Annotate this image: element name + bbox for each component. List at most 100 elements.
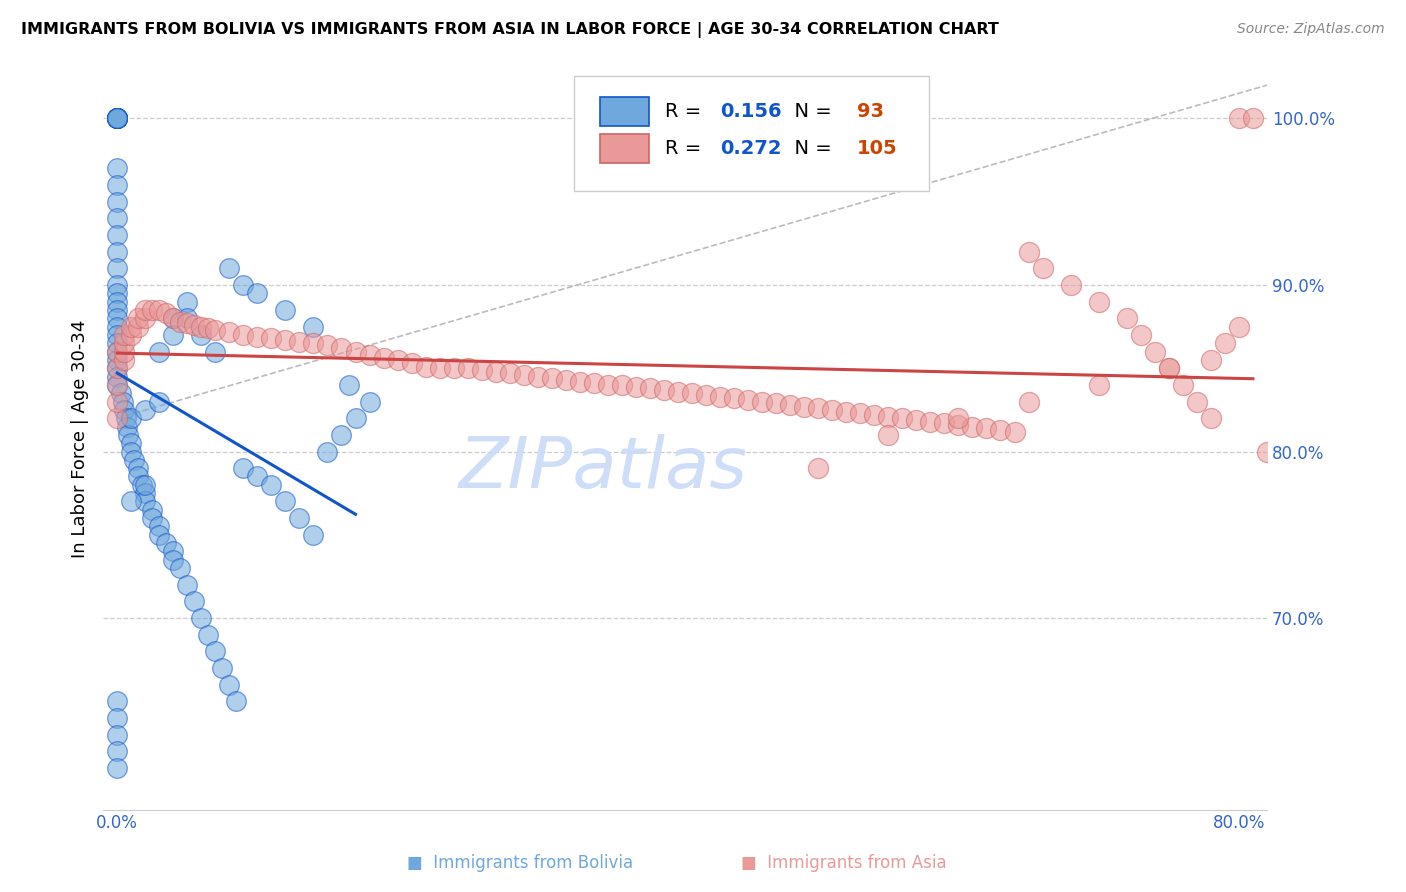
Point bbox=[232, 278, 254, 293]
Text: ■  Immigrants from Bolivia: ■ Immigrants from Bolivia bbox=[408, 855, 633, 872]
Point bbox=[105, 378, 128, 392]
Point bbox=[190, 328, 212, 343]
Point bbox=[122, 453, 145, 467]
Text: N =: N = bbox=[782, 102, 838, 121]
Point bbox=[1157, 361, 1180, 376]
Point bbox=[863, 408, 886, 422]
Point bbox=[127, 469, 149, 483]
Point bbox=[681, 386, 703, 401]
Point bbox=[359, 348, 381, 362]
Point bbox=[105, 286, 128, 301]
Point bbox=[183, 594, 205, 608]
Text: R =: R = bbox=[665, 139, 707, 158]
Point bbox=[218, 678, 240, 692]
Point bbox=[105, 328, 128, 343]
Point bbox=[877, 428, 900, 442]
Point bbox=[127, 319, 149, 334]
Point bbox=[1157, 361, 1180, 376]
Point bbox=[765, 396, 787, 410]
Point bbox=[387, 353, 409, 368]
Point bbox=[105, 261, 128, 276]
Point bbox=[105, 112, 128, 126]
Point bbox=[105, 112, 128, 126]
Point bbox=[1059, 278, 1081, 293]
Point bbox=[112, 336, 135, 351]
Point bbox=[105, 411, 128, 425]
Point bbox=[169, 315, 191, 329]
Point bbox=[190, 319, 212, 334]
Point bbox=[652, 383, 675, 397]
Text: Source: ZipAtlas.com: Source: ZipAtlas.com bbox=[1237, 22, 1385, 37]
Point bbox=[134, 486, 156, 500]
Point bbox=[105, 278, 128, 293]
FancyBboxPatch shape bbox=[600, 134, 650, 163]
Point bbox=[976, 421, 998, 435]
Point bbox=[905, 413, 928, 427]
Text: R =: R = bbox=[665, 102, 707, 121]
Point bbox=[105, 194, 128, 209]
FancyBboxPatch shape bbox=[600, 96, 650, 127]
Text: ■  Immigrants from Asia: ■ Immigrants from Asia bbox=[741, 855, 946, 872]
Point bbox=[1171, 378, 1194, 392]
Point bbox=[1129, 328, 1152, 343]
Point bbox=[105, 694, 128, 708]
Point bbox=[709, 390, 731, 404]
Point bbox=[134, 494, 156, 508]
Point bbox=[232, 328, 254, 343]
Point bbox=[1199, 353, 1222, 368]
Point bbox=[105, 112, 128, 126]
Point bbox=[695, 388, 717, 402]
Point bbox=[1087, 294, 1109, 309]
Point bbox=[274, 333, 297, 347]
Point bbox=[105, 112, 128, 126]
Point bbox=[105, 344, 128, 359]
Point bbox=[610, 378, 633, 392]
Point bbox=[176, 316, 198, 330]
Point bbox=[920, 415, 942, 429]
Point bbox=[1087, 378, 1109, 392]
Point bbox=[105, 761, 128, 775]
Point bbox=[155, 306, 177, 320]
Text: 0.272: 0.272 bbox=[720, 139, 782, 158]
Point bbox=[666, 384, 689, 399]
Point bbox=[751, 394, 773, 409]
Point bbox=[134, 303, 156, 318]
Point bbox=[105, 178, 128, 192]
Point bbox=[105, 244, 128, 259]
Point bbox=[948, 411, 970, 425]
Point bbox=[162, 544, 184, 558]
Point bbox=[169, 561, 191, 575]
Point bbox=[211, 661, 233, 675]
Point bbox=[105, 112, 128, 126]
Point bbox=[344, 344, 367, 359]
Point bbox=[105, 378, 128, 392]
Point bbox=[162, 311, 184, 326]
Point bbox=[105, 353, 128, 368]
Point bbox=[1227, 319, 1250, 334]
Point bbox=[105, 744, 128, 758]
Point bbox=[115, 419, 138, 434]
Text: 0.156: 0.156 bbox=[720, 102, 782, 121]
Point bbox=[443, 361, 465, 376]
Point bbox=[225, 694, 247, 708]
Point bbox=[105, 161, 128, 176]
Point bbox=[105, 112, 128, 126]
Point bbox=[554, 373, 576, 387]
Point bbox=[114, 411, 136, 425]
Point bbox=[316, 444, 339, 458]
Point bbox=[302, 336, 325, 351]
Point bbox=[1004, 425, 1026, 439]
Point bbox=[176, 294, 198, 309]
Point bbox=[877, 409, 900, 424]
Point bbox=[141, 511, 163, 525]
Point bbox=[260, 331, 283, 345]
Point bbox=[723, 391, 745, 405]
Point bbox=[141, 503, 163, 517]
Point bbox=[793, 400, 815, 414]
Point bbox=[807, 401, 830, 416]
Point bbox=[105, 112, 128, 126]
Point bbox=[526, 369, 548, 384]
Point bbox=[1018, 394, 1040, 409]
Point bbox=[105, 394, 128, 409]
Point bbox=[183, 318, 205, 332]
